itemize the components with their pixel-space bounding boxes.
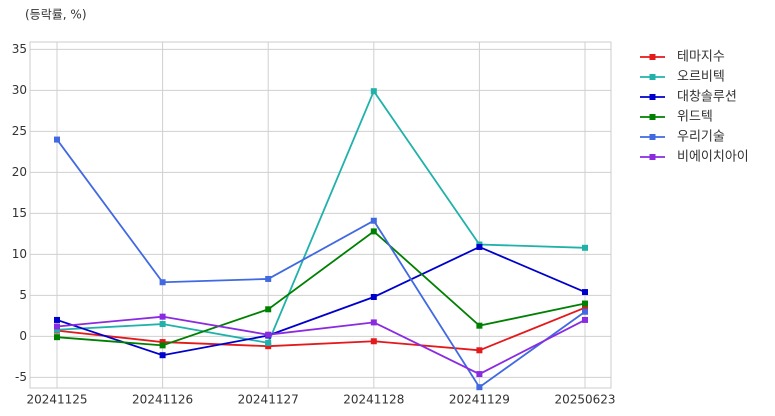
legend-label: 테마지수 bbox=[677, 50, 725, 65]
point-marker bbox=[159, 321, 166, 328]
unit-label: (등락률, %) bbox=[25, 8, 87, 22]
legend-label: 대창솔루션 bbox=[677, 90, 737, 105]
legend-marker bbox=[649, 114, 656, 120]
point-marker bbox=[159, 352, 166, 359]
point-marker bbox=[54, 316, 60, 323]
point-marker bbox=[476, 243, 483, 250]
point-marker bbox=[582, 244, 588, 251]
point-marker bbox=[476, 347, 483, 354]
legend-label: 우리기술 bbox=[677, 130, 725, 145]
y-tick-label: -5 bbox=[15, 370, 27, 384]
point-marker bbox=[370, 228, 377, 235]
point-marker bbox=[54, 334, 60, 341]
series-line bbox=[56, 230, 586, 347]
point-marker bbox=[265, 331, 272, 338]
x-tick-label: 20241128 bbox=[343, 393, 404, 407]
y-tick-label: 30 bbox=[12, 83, 27, 97]
point-marker bbox=[159, 279, 166, 286]
point-marker bbox=[582, 308, 588, 315]
point-marker bbox=[159, 342, 166, 349]
point-marker bbox=[582, 304, 588, 311]
point-marker bbox=[476, 371, 483, 378]
y-tick-label: 35 bbox=[12, 42, 27, 56]
y-tick-label: 5 bbox=[19, 288, 27, 302]
point-marker bbox=[476, 384, 483, 391]
point-marker bbox=[159, 313, 166, 320]
point-marker bbox=[370, 319, 377, 326]
y-tick-label: 25 bbox=[12, 124, 27, 138]
legend-marker bbox=[649, 154, 656, 160]
series-line bbox=[56, 245, 586, 357]
y-tick-label: 20 bbox=[12, 165, 27, 179]
point-marker bbox=[582, 300, 588, 307]
legend-marker bbox=[649, 54, 656, 60]
y-tick-label: 15 bbox=[12, 206, 27, 220]
point-marker bbox=[582, 289, 588, 296]
point-marker bbox=[370, 293, 377, 300]
point-marker bbox=[265, 339, 272, 346]
plot-border bbox=[29, 41, 612, 389]
point-marker bbox=[265, 306, 272, 313]
x-tick-label: 20241129 bbox=[449, 393, 510, 407]
legend-label: 비에이치아이 bbox=[677, 150, 749, 165]
point-marker bbox=[54, 323, 60, 330]
y-tick-label: 0 bbox=[19, 329, 27, 343]
legend-marker bbox=[649, 74, 656, 80]
point-marker bbox=[370, 217, 377, 224]
legend-marker bbox=[649, 134, 656, 140]
point-marker bbox=[54, 136, 60, 143]
point-marker bbox=[54, 326, 60, 333]
point-marker bbox=[370, 338, 377, 345]
legend-label: 위드텍 bbox=[677, 110, 713, 125]
point-marker bbox=[265, 343, 272, 350]
point-marker bbox=[265, 275, 272, 282]
point-marker bbox=[582, 316, 588, 323]
series-line bbox=[56, 315, 586, 376]
x-tick-label: 20250623 bbox=[554, 393, 615, 407]
series-line bbox=[56, 139, 586, 389]
legend-marker bbox=[649, 94, 656, 100]
legend-label: 오르비텍 bbox=[677, 70, 725, 85]
point-marker bbox=[476, 322, 483, 329]
x-tick-label: 20241125 bbox=[26, 393, 87, 407]
point-marker bbox=[159, 339, 166, 346]
x-tick-label: 20241127 bbox=[238, 393, 299, 407]
y-tick-label: 10 bbox=[12, 247, 27, 261]
x-tick-label: 20241126 bbox=[132, 393, 193, 407]
point-marker bbox=[370, 88, 377, 95]
series-line bbox=[56, 306, 586, 352]
series-line bbox=[56, 89, 586, 344]
